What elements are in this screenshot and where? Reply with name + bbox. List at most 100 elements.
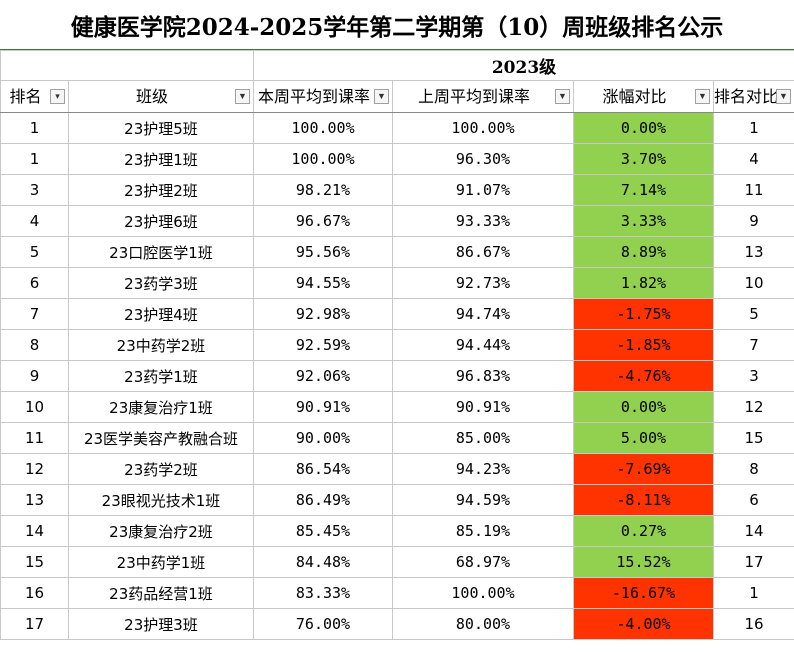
last-week-rate-cell[interactable]: 94.44% (392, 329, 574, 361)
rank-cell[interactable]: 3 (0, 174, 69, 206)
last-week-rate-cell[interactable]: 100.00% (392, 577, 574, 609)
class-cell[interactable]: 23中药学2班 (68, 329, 254, 361)
rank-cell[interactable]: 16 (0, 577, 69, 609)
rank-compare-cell[interactable]: 17 (712, 546, 794, 578)
rank-cell[interactable]: 12 (0, 453, 69, 485)
last-week-rate-cell[interactable]: 94.74% (392, 298, 574, 330)
change-cell[interactable]: 1.82% (573, 267, 714, 299)
class-cell[interactable]: 23护理6班 (68, 205, 254, 237)
last-week-rate-cell[interactable]: 93.33% (392, 205, 574, 237)
class-cell[interactable]: 23药品经营1班 (68, 577, 254, 609)
this-week-rate-cell[interactable]: 85.45% (253, 515, 393, 547)
change-cell[interactable]: 3.33% (573, 205, 714, 237)
class-cell[interactable]: 23护理3班 (68, 608, 254, 640)
rank-cell[interactable]: 11 (0, 422, 69, 454)
rank-compare-header[interactable]: 排名对比 ▼ (712, 80, 794, 113)
rank-compare-cell[interactable]: 7 (712, 329, 794, 361)
blank-cell[interactable] (0, 50, 254, 81)
class-cell[interactable]: 23康复治疗1班 (68, 391, 254, 423)
dropdown-arrow-icon[interactable]: ▼ (374, 89, 389, 104)
change-cell[interactable]: 15.52% (573, 546, 714, 578)
change-cell[interactable]: 8.89% (573, 236, 714, 268)
class-cell[interactable]: 23护理1班 (68, 143, 254, 175)
this-week-header[interactable]: 本周平均到课率 ▼ (253, 80, 393, 113)
change-cell[interactable]: 0.27% (573, 515, 714, 547)
change-cell[interactable]: 3.70% (573, 143, 714, 175)
class-header[interactable]: 班级 ▼ (68, 80, 254, 113)
last-week-rate-cell[interactable]: 91.07% (392, 174, 574, 206)
change-cell[interactable]: -1.85% (573, 329, 714, 361)
this-week-rate-cell[interactable]: 100.00% (253, 143, 393, 175)
rank-compare-cell[interactable]: 5 (712, 298, 794, 330)
change-cell[interactable]: 0.00% (573, 112, 714, 144)
rank-cell[interactable]: 13 (0, 484, 69, 516)
filter-sort-icon[interactable]: ▾ (50, 89, 65, 104)
this-week-rate-cell[interactable]: 95.56% (253, 236, 393, 268)
rank-cell[interactable]: 8 (0, 329, 69, 361)
change-cell[interactable]: -4.00% (573, 608, 714, 640)
rank-compare-cell[interactable]: 3 (712, 360, 794, 392)
class-cell[interactable]: 23护理4班 (68, 298, 254, 330)
rank-cell[interactable]: 5 (0, 236, 69, 268)
dropdown-arrow-icon[interactable]: ▼ (555, 89, 570, 104)
change-header[interactable]: 涨幅对比 ▼ (573, 80, 714, 113)
change-cell[interactable]: -7.69% (573, 453, 714, 485)
dropdown-arrow-icon[interactable]: ▼ (695, 89, 710, 104)
rank-compare-cell[interactable]: 11 (712, 174, 794, 206)
change-cell[interactable]: -8.11% (573, 484, 714, 516)
rank-compare-cell[interactable]: 15 (712, 422, 794, 454)
rank-cell[interactable]: 17 (0, 608, 69, 640)
last-week-rate-cell[interactable]: 94.23% (392, 453, 574, 485)
this-week-rate-cell[interactable]: 86.49% (253, 484, 393, 516)
rank-compare-cell[interactable]: 12 (712, 391, 794, 423)
rank-header[interactable]: 排名 ▾ (0, 80, 69, 113)
last-week-rate-cell[interactable]: 85.00% (392, 422, 574, 454)
change-cell[interactable]: -16.67% (573, 577, 714, 609)
last-week-rate-cell[interactable]: 100.00% (392, 112, 574, 144)
class-cell[interactable]: 23护理2班 (68, 174, 254, 206)
rank-cell[interactable]: 10 (0, 391, 69, 423)
rank-cell[interactable]: 15 (0, 546, 69, 578)
last-week-rate-cell[interactable]: 68.97% (392, 546, 574, 578)
change-cell[interactable]: 5.00% (573, 422, 714, 454)
rank-cell[interactable]: 4 (0, 205, 69, 237)
grade-label[interactable]: 2023级 (252, 50, 794, 81)
rank-compare-cell[interactable]: 1 (712, 112, 794, 144)
rank-compare-cell[interactable]: 16 (712, 608, 794, 640)
last-week-rate-cell[interactable]: 86.67% (392, 236, 574, 268)
class-cell[interactable]: 23药学3班 (68, 267, 254, 299)
this-week-rate-cell[interactable]: 76.00% (253, 608, 393, 640)
rank-cell[interactable]: 7 (0, 298, 69, 330)
class-cell[interactable]: 23药学1班 (68, 360, 254, 392)
rank-cell[interactable]: 1 (0, 112, 69, 144)
rank-compare-cell[interactable]: 9 (712, 205, 794, 237)
rank-cell[interactable]: 9 (0, 360, 69, 392)
rank-compare-cell[interactable]: 1 (712, 577, 794, 609)
last-week-rate-cell[interactable]: 80.00% (392, 608, 574, 640)
dropdown-arrow-icon[interactable]: ▼ (235, 89, 250, 104)
this-week-rate-cell[interactable]: 86.54% (253, 453, 393, 485)
this-week-rate-cell[interactable]: 92.98% (253, 298, 393, 330)
last-week-rate-cell[interactable]: 96.83% (392, 360, 574, 392)
rank-compare-cell[interactable]: 10 (712, 267, 794, 299)
this-week-rate-cell[interactable]: 94.55% (253, 267, 393, 299)
rank-compare-cell[interactable]: 8 (712, 453, 794, 485)
this-week-rate-cell[interactable]: 92.59% (253, 329, 393, 361)
class-cell[interactable]: 23眼视光技术1班 (68, 484, 254, 516)
last-week-header[interactable]: 上周平均到课率 ▼ (392, 80, 574, 113)
class-cell[interactable]: 23药学2班 (68, 453, 254, 485)
rank-compare-cell[interactable]: 14 (712, 515, 794, 547)
class-cell[interactable]: 23口腔医学1班 (68, 236, 254, 268)
this-week-rate-cell[interactable]: 90.91% (253, 391, 393, 423)
last-week-rate-cell[interactable]: 94.59% (392, 484, 574, 516)
class-cell[interactable]: 23医学美容产教融合班 (68, 422, 254, 454)
change-cell[interactable]: -4.76% (573, 360, 714, 392)
this-week-rate-cell[interactable]: 98.21% (253, 174, 393, 206)
this-week-rate-cell[interactable]: 100.00% (253, 112, 393, 144)
rank-compare-cell[interactable]: 6 (712, 484, 794, 516)
last-week-rate-cell[interactable]: 90.91% (392, 391, 574, 423)
this-week-rate-cell[interactable]: 90.00% (253, 422, 393, 454)
dropdown-arrow-icon[interactable]: ▼ (776, 89, 792, 104)
this-week-rate-cell[interactable]: 83.33% (253, 577, 393, 609)
this-week-rate-cell[interactable]: 96.67% (253, 205, 393, 237)
